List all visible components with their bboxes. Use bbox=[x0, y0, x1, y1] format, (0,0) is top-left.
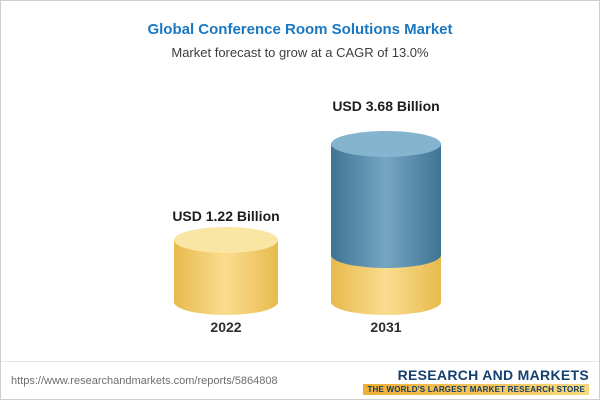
logo-word-research: RESEARCH bbox=[397, 366, 479, 383]
logo-word-markets: MARKETS bbox=[517, 366, 589, 383]
bar-group-2022: USD 1.22 Billion 2022 bbox=[146, 205, 306, 335]
logo-tagline: THE WORLD'S LARGEST MARKET RESEARCH STOR… bbox=[363, 383, 589, 395]
logo-wordmark: RESEARCH AND MARKETS bbox=[398, 367, 589, 383]
value-label-2022: USD 1.22 Billion bbox=[172, 208, 280, 224]
chart-title: Global Conference Room Solutions Market bbox=[147, 21, 453, 38]
year-label-2031: 2031 bbox=[370, 319, 402, 335]
source-url-link[interactable]: https://www.researchandmarkets.com/repor… bbox=[11, 374, 278, 387]
bar-group-2031: USD 3.68 Billion 2031 bbox=[301, 95, 471, 335]
footer: https://www.researchandmarkets.com/repor… bbox=[1, 361, 599, 399]
research-and-markets-logo: RESEARCH AND MARKETS THE WORLD'S LARGEST… bbox=[363, 367, 589, 395]
value-label-2031: USD 3.68 Billion bbox=[332, 98, 440, 114]
cylinder-bar-2022 bbox=[174, 227, 278, 315]
year-label-2022: 2022 bbox=[210, 319, 242, 335]
chart-subtitle: Market forecast to grow at a CAGR of 13.… bbox=[171, 45, 429, 60]
cylinder-bar-2031 bbox=[331, 131, 441, 315]
logo-word-and: AND bbox=[482, 366, 514, 383]
